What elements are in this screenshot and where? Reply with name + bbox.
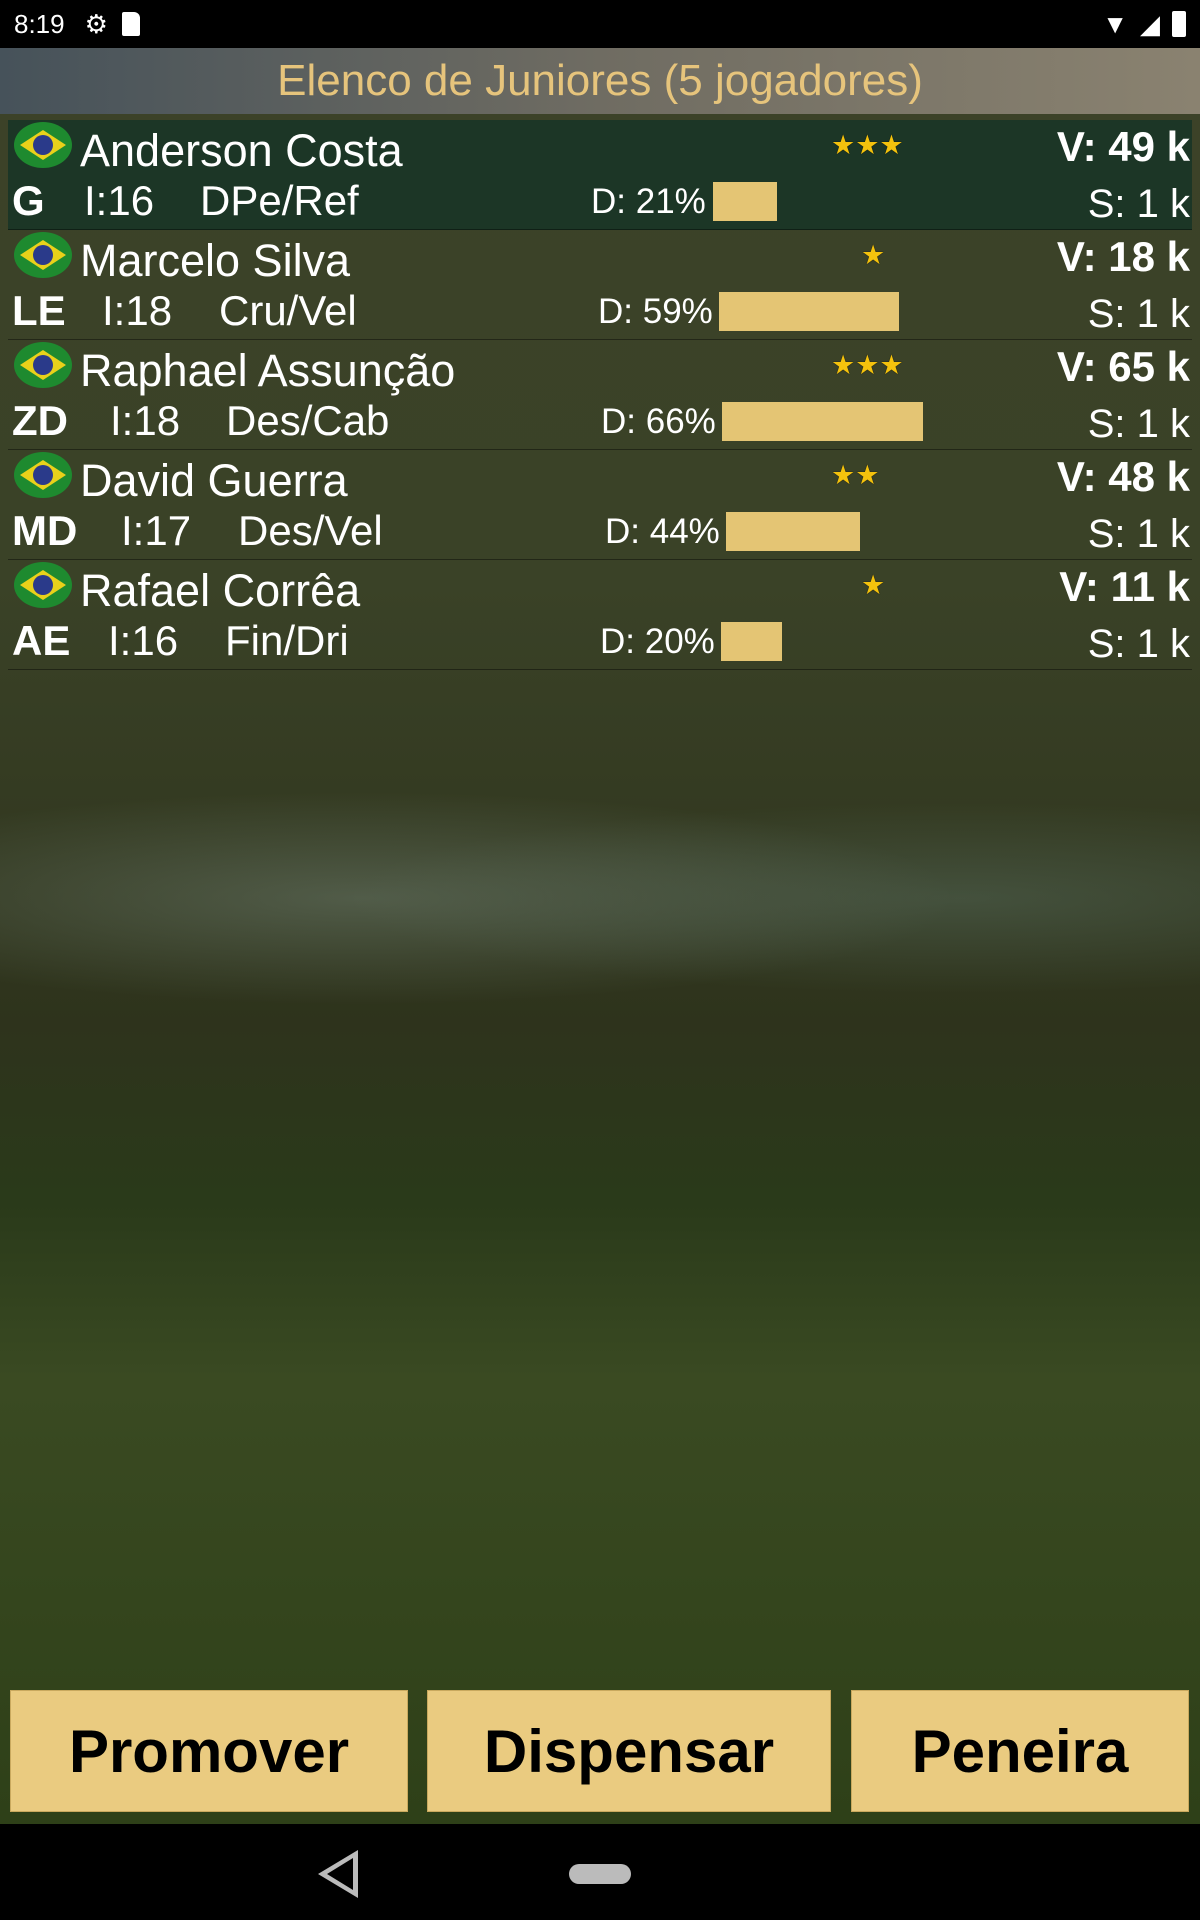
- player-age: I:16: [84, 177, 155, 224]
- navigation-bar: [0, 1824, 1200, 1920]
- brazil-flag-icon: [14, 122, 72, 168]
- signal-icon: ◢: [1140, 8, 1160, 39]
- player-position: ZD: [12, 397, 68, 444]
- rating-stars: ★★: [831, 460, 880, 490]
- rating-stars: ★★★: [831, 130, 904, 160]
- player-skills: Fin/Dri: [225, 617, 349, 664]
- wifi-icon: ▼: [1102, 8, 1128, 39]
- player-position: AE: [12, 617, 71, 664]
- clock: 8:19: [14, 8, 65, 39]
- player-name: David Guerra: [80, 455, 348, 506]
- development-label: D: 44%: [605, 512, 720, 551]
- home-icon[interactable]: [569, 1864, 631, 1884]
- player-salary: S: 1 k: [1087, 512, 1190, 556]
- development-label: D: 21%: [591, 182, 706, 221]
- development-bar: [713, 182, 778, 221]
- scout-button[interactable]: Peneira: [851, 1690, 1189, 1812]
- rating-stars: ★: [861, 570, 886, 600]
- player-age: I:18: [102, 287, 173, 334]
- player-value: V: 49 k: [1056, 123, 1190, 170]
- player-name: Marcelo Silva: [80, 235, 351, 286]
- promote-button[interactable]: Promover: [10, 1690, 408, 1812]
- player-name: Rafael Corrêa: [80, 565, 361, 616]
- player-position: MD: [12, 507, 78, 554]
- player-value: V: 11 k: [1059, 563, 1190, 610]
- brazil-flag-icon: [14, 452, 72, 498]
- player-age: I:18: [110, 397, 181, 444]
- player-salary: S: 1 k: [1087, 402, 1190, 446]
- brazil-flag-icon: [14, 232, 72, 278]
- player-position: LE: [12, 287, 66, 334]
- settings-icon: ⚙: [84, 8, 108, 39]
- player-name: Anderson Costa: [80, 125, 403, 176]
- player-position: G: [12, 177, 45, 224]
- player-age: I:17: [121, 507, 192, 554]
- player-row[interactable]: Raphael Assunção ZD I:18 Des/Cab D: 66% …: [8, 340, 1192, 450]
- brazil-flag-icon: [14, 342, 72, 388]
- player-skills: Cru/Vel: [219, 287, 357, 334]
- player-skills: Des/Vel: [238, 507, 383, 554]
- player-salary: S: 1 k: [1087, 622, 1190, 666]
- development-bar: [722, 402, 924, 441]
- development-label: D: 20%: [600, 622, 715, 661]
- player-skills: DPe/Ref: [200, 177, 359, 224]
- page-title: Elenco de Juniores (5 jogadores): [0, 48, 1200, 114]
- player-skills: Des/Cab: [226, 397, 390, 444]
- development-label: D: 66%: [601, 402, 716, 441]
- player-list: Anderson Costa G I:16 DPe/Ref D: 21% ★★★…: [8, 120, 1192, 670]
- rating-stars: ★: [861, 240, 886, 270]
- back-icon[interactable]: [318, 1850, 358, 1898]
- development-bar: [721, 622, 782, 661]
- development-label: D: 59%: [598, 292, 713, 331]
- player-value: V: 48 k: [1056, 453, 1190, 500]
- development-bar: [719, 292, 899, 331]
- player-row[interactable]: Rafael Corrêa AE I:16 Fin/Dri D: 20% ★ V…: [8, 560, 1192, 670]
- stadium-background: [0, 48, 1200, 1824]
- battery-icon: [1172, 11, 1186, 37]
- player-row[interactable]: Anderson Costa G I:16 DPe/Ref D: 21% ★★★…: [8, 120, 1192, 230]
- status-bar: 8:19 ⚙ ▼ ◢: [0, 0, 1200, 48]
- sd-card-icon: [121, 12, 140, 36]
- player-value: V: 18 k: [1056, 233, 1190, 280]
- player-salary: S: 1 k: [1087, 182, 1190, 226]
- player-row[interactable]: David Guerra MD I:17 Des/Vel D: 44% ★★ V…: [8, 450, 1192, 560]
- player-age: I:16: [108, 617, 179, 664]
- rating-stars: ★★★: [831, 350, 904, 380]
- brazil-flag-icon: [14, 562, 72, 608]
- player-salary: S: 1 k: [1087, 292, 1190, 336]
- development-bar: [726, 512, 861, 551]
- dismiss-button[interactable]: Dispensar: [427, 1690, 831, 1812]
- player-row[interactable]: Marcelo Silva LE I:18 Cru/Vel D: 59% ★ V…: [8, 230, 1192, 340]
- player-value: V: 65 k: [1056, 343, 1190, 390]
- player-name: Raphael Assunção: [80, 345, 456, 396]
